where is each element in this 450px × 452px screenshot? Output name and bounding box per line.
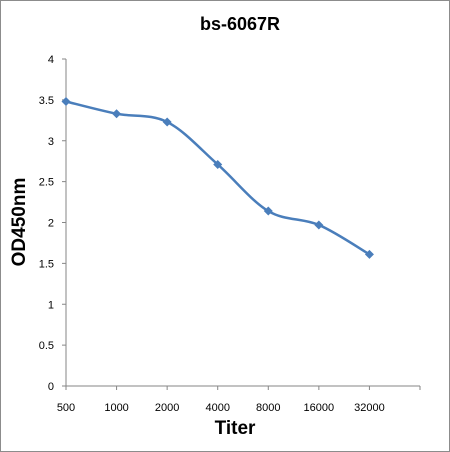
- series: [61, 97, 374, 259]
- x-tick-label: 8000: [256, 402, 280, 414]
- data-point-marker: [314, 220, 324, 230]
- x-tick-label: 1000: [104, 402, 128, 414]
- x-tick-label: 32000: [354, 402, 385, 414]
- y-tick-label: 2.5: [39, 177, 54, 189]
- x-tick-label: 500: [57, 402, 75, 414]
- x-ticks: 500 1000 2000 4000 8000 16000 32000: [57, 386, 421, 414]
- y-tick-label: 2: [48, 218, 54, 230]
- data-point-marker: [162, 117, 172, 127]
- axes: [65, 59, 420, 387]
- x-tick-label: 4000: [205, 402, 229, 414]
- y-tick-label: 0: [48, 381, 54, 393]
- chart-title: bs-6067R: [200, 14, 280, 34]
- x-tick-label: 16000: [304, 402, 335, 414]
- y-axis-title: OD450nm: [9, 178, 30, 267]
- data-point-marker: [213, 159, 223, 169]
- data-point-marker: [364, 249, 374, 259]
- series-line: [65, 100, 371, 256]
- y-tick-label: 3: [48, 136, 54, 148]
- data-point-marker: [263, 206, 273, 216]
- data-point-marker: [112, 109, 122, 119]
- x-tick-label: 2000: [155, 402, 179, 414]
- y-tick-label: 1.5: [39, 258, 54, 270]
- y-tick-label: 4: [48, 54, 54, 66]
- x-axis-title: Titer: [215, 418, 256, 439]
- y-ticks: 0 0.5 1 1.5 2 2.5 3 3.5 4: [39, 54, 66, 393]
- y-tick-label: 3.5: [39, 95, 54, 107]
- data-point-marker: [61, 97, 71, 107]
- y-tick-label: 1: [48, 299, 54, 311]
- y-tick-label: 0.5: [39, 340, 54, 352]
